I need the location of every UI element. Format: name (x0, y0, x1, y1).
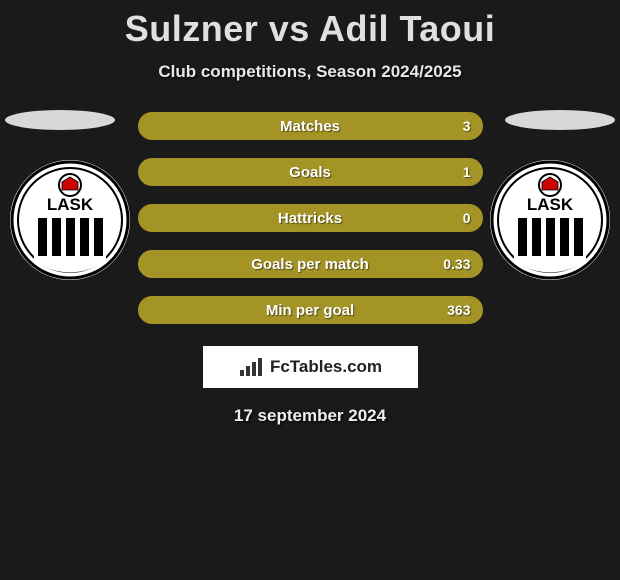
lask-badge-icon: LASK (490, 160, 610, 280)
stat-label: Matches (280, 118, 340, 135)
stat-label: Hattricks (278, 210, 342, 227)
stat-row-hattricks: Hattricks 0 (138, 204, 483, 232)
club-badge-left: LASK (10, 160, 130, 280)
stat-label: Goals per match (251, 256, 369, 273)
stat-label: Min per goal (266, 302, 354, 319)
branding-banner: FcTables.com (203, 346, 418, 388)
stat-value-right: 1 (463, 164, 471, 180)
date-text: 17 september 2024 (0, 406, 620, 426)
stats-container: Matches 3 Goals 1 Hattricks 0 Goals per … (138, 112, 483, 324)
badge-text: LASK (527, 195, 574, 214)
club-badge-right: LASK (490, 160, 610, 280)
stat-row-goals-per-match: Goals per match 0.33 (138, 250, 483, 278)
stat-row-goals: Goals 1 (138, 158, 483, 186)
stat-label: Goals (289, 164, 331, 181)
branding-text: FcTables.com (270, 357, 382, 377)
shadow-ellipse-right (505, 110, 615, 130)
chart-bars-icon (238, 356, 266, 378)
lask-badge-icon: LASK (10, 160, 130, 280)
stat-value-right: 0.33 (443, 256, 470, 272)
shadow-ellipse-left (5, 110, 115, 130)
subtitle: Club competitions, Season 2024/2025 (0, 62, 620, 82)
stat-value-right: 3 (463, 118, 471, 134)
stat-value-right: 0 (463, 210, 471, 226)
stat-row-min-per-goal: Min per goal 363 (138, 296, 483, 324)
stat-row-matches: Matches 3 (138, 112, 483, 140)
badge-text: LASK (47, 195, 94, 214)
stat-value-right: 363 (447, 302, 470, 318)
page-title: Sulzner vs Adil Taoui (0, 0, 620, 50)
main-area: LASK LASK Matches 3 (0, 112, 620, 426)
